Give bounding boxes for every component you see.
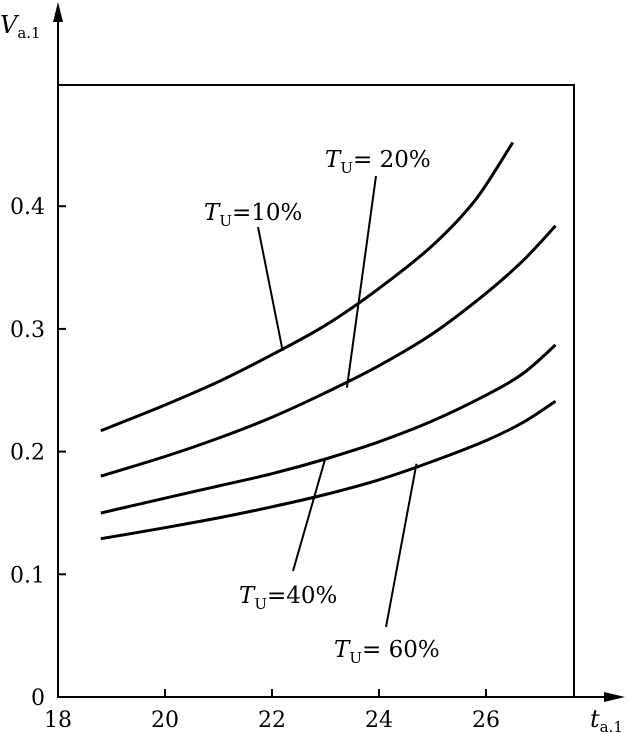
leader-tu60 xyxy=(385,463,418,628)
series-line-tu40 xyxy=(100,343,557,515)
axis-tick-labels: 0 0.1 0.2 0.3 0.4 18 20 22 24 26 xyxy=(10,195,500,733)
y-axis-arrow xyxy=(53,2,63,22)
y-tick-label: 0.4 xyxy=(10,195,45,220)
annotation-labels: TU=10% TU= 20% TU=40% TU= 60% xyxy=(204,147,440,667)
axis-ticks xyxy=(58,205,487,697)
y-tick-label: 0.1 xyxy=(10,563,45,588)
x-axis-arrow xyxy=(604,692,625,702)
leader-tu20 xyxy=(345,175,377,388)
label-tu10: TU=10% xyxy=(204,200,302,230)
annotation-leaders xyxy=(257,175,418,628)
x-tick-label: 22 xyxy=(258,708,286,733)
y-axis-label: Va.1 xyxy=(0,11,41,42)
label-tu20: TU= 20% xyxy=(325,147,431,177)
x-tick-label: 20 xyxy=(151,708,179,733)
x-tick-label: 24 xyxy=(365,708,393,733)
y-tick-label: 0 xyxy=(31,686,45,711)
series-line-tu60 xyxy=(100,400,557,541)
y-tick-label: 0.3 xyxy=(10,318,45,343)
series-lines xyxy=(100,141,557,541)
label-tu40: TU=40% xyxy=(239,583,337,613)
series-line-tu10 xyxy=(100,141,515,433)
leader-tu10 xyxy=(257,226,284,352)
series-line-tu20 xyxy=(100,224,557,478)
x-tick-label: 18 xyxy=(44,708,72,733)
y-tick-label: 0.2 xyxy=(10,441,45,466)
x-axis-label: ta.1 xyxy=(590,705,623,733)
leader-tu40 xyxy=(292,457,327,572)
x-tick-label: 26 xyxy=(472,708,500,733)
label-tu60: TU= 60% xyxy=(334,637,440,667)
